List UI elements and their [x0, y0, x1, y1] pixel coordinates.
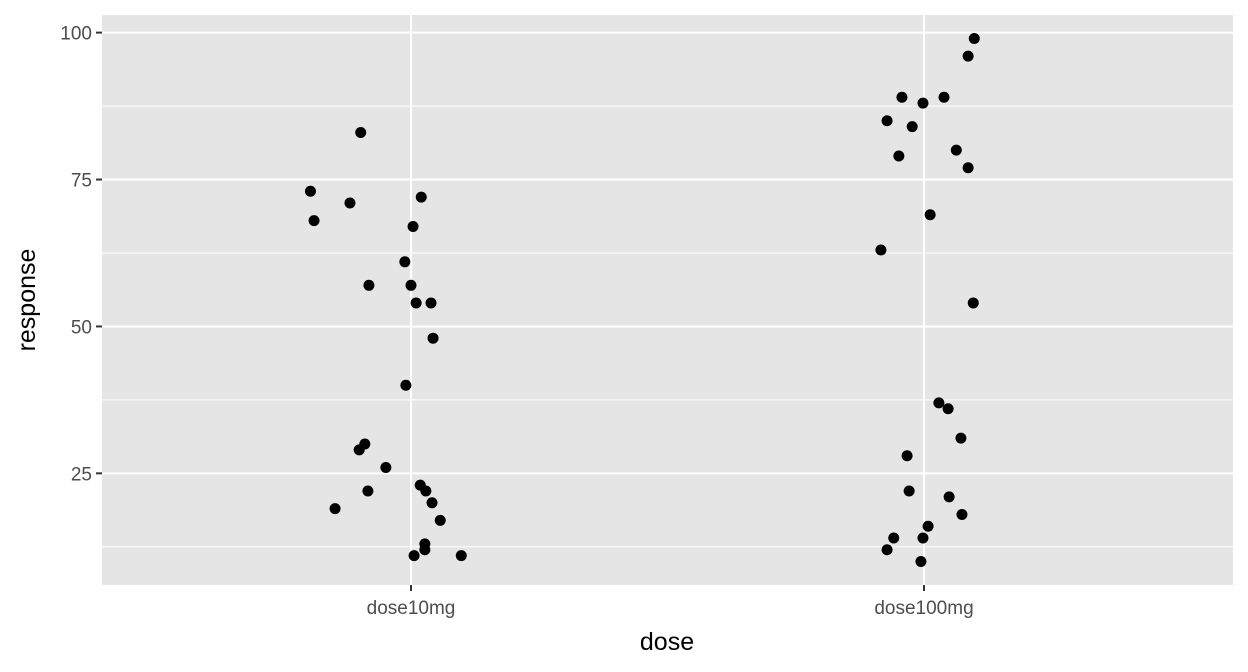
data-point [881, 115, 893, 127]
data-point [344, 197, 356, 209]
data-point [408, 550, 420, 562]
data-point [950, 144, 962, 156]
data-point [353, 444, 365, 456]
data-point [875, 244, 887, 256]
data-point [407, 221, 419, 233]
data-point [427, 332, 439, 344]
data-point [434, 514, 446, 526]
data-point [881, 544, 893, 556]
data-point [399, 256, 411, 268]
x-axis-ticks: dose10mg dose100mg [367, 585, 974, 619]
data-point [956, 508, 968, 520]
data-point [901, 450, 913, 462]
data-point [962, 50, 974, 62]
x-axis-title: dose [640, 628, 694, 656]
data-point [938, 91, 950, 103]
plot-background [102, 15, 1233, 585]
data-point [405, 279, 417, 291]
data-point [915, 555, 927, 567]
data-point [304, 185, 316, 197]
y-tick-label: 50 [71, 317, 92, 338]
data-point [426, 497, 438, 509]
data-point [917, 532, 929, 544]
data-point [896, 91, 908, 103]
data-point [363, 279, 375, 291]
data-point [425, 297, 437, 309]
data-point [329, 503, 341, 515]
x-tick-label: dose10mg [367, 598, 456, 619]
data-point [419, 544, 431, 556]
data-point [415, 191, 427, 203]
data-point [355, 127, 367, 139]
data-point [906, 121, 918, 133]
data-point [400, 379, 412, 391]
major-gridlines [102, 15, 1233, 585]
data-points [304, 33, 980, 567]
y-tick-label: 25 [71, 464, 92, 485]
y-tick-label: 75 [71, 171, 92, 192]
y-tick-label: 100 [60, 24, 92, 45]
x-tick-label: dose100mg [874, 598, 973, 619]
data-point [903, 485, 915, 497]
minor-gridlines [102, 105, 1233, 548]
data-point [362, 485, 374, 497]
data-point [420, 485, 432, 497]
data-point [955, 432, 967, 444]
data-point [943, 491, 955, 503]
data-point [962, 162, 974, 174]
data-point [968, 33, 980, 45]
data-point [888, 532, 900, 544]
data-point [917, 97, 929, 109]
data-point [922, 520, 934, 532]
y-axis-ticks: 25 50 75 100 [60, 24, 102, 485]
data-point [308, 215, 320, 227]
data-point [967, 297, 979, 309]
data-point [380, 461, 392, 473]
y-axis-title: response [13, 249, 41, 352]
data-point [942, 403, 954, 415]
data-point [933, 397, 945, 409]
data-point [893, 150, 905, 162]
data-point [410, 297, 422, 309]
data-point [455, 550, 467, 562]
data-point [924, 209, 936, 221]
